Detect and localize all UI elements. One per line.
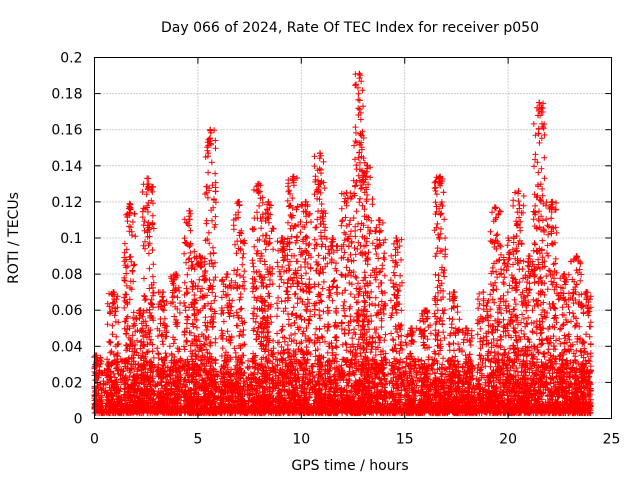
peak-point [343, 189, 350, 196]
chart-title: Day 066 of 2024, Rate Of TEC Index for r… [161, 20, 539, 36]
peak-point [126, 200, 133, 207]
roti-data-markers [91, 70, 594, 417]
y-tick-label: 0.1 [60, 231, 82, 247]
y-tick-label: 0.16 [51, 123, 82, 139]
peak-point [159, 289, 166, 296]
peak-point [451, 289, 458, 296]
axis-ticks: 0 0.02 0.04 0.06 0.08 0.1 0.12 0.14 0.16 0.18 0.2 0… [51, 51, 620, 448]
peak-point [480, 289, 487, 296]
peak-point [290, 173, 297, 180]
peak-point [560, 271, 567, 278]
peak-point [422, 307, 429, 314]
y-tick-label: 0.12 [51, 195, 82, 211]
y-tick-label: 0 [74, 412, 83, 428]
peak-point [525, 253, 532, 260]
x-tick-label: 25 [603, 432, 621, 448]
x-tick-label: 0 [90, 432, 99, 448]
peak-point [505, 235, 512, 241]
peak-point [223, 271, 230, 278]
peak-point [393, 235, 400, 241]
x-tick-label: 20 [499, 432, 517, 448]
peak-point [302, 198, 309, 205]
peak-point [583, 289, 590, 296]
peak-point [492, 204, 499, 211]
peak-point [254, 180, 261, 187]
peak-point [265, 198, 272, 205]
x-tick-label: 10 [292, 432, 310, 448]
peak-point [548, 198, 555, 205]
peak-point [196, 253, 203, 260]
peak-point [573, 253, 580, 260]
x-tick-label: 5 [193, 432, 202, 448]
y-tick-label: 0.04 [51, 339, 82, 355]
peak-point [316, 150, 323, 157]
x-axis-label: GPS time / hours [291, 458, 408, 474]
peak-point [186, 207, 193, 214]
peak-point [463, 325, 470, 332]
y-tick-label: 0.02 [51, 375, 82, 391]
peak-point [376, 216, 383, 223]
peak-point [136, 307, 143, 314]
peak-point [110, 289, 117, 296]
peak-point [356, 70, 363, 77]
peak-point [536, 99, 543, 106]
x-tick-label: 15 [396, 432, 414, 448]
peak-point [515, 188, 522, 195]
peak-point [172, 271, 179, 278]
y-tick-label: 0.14 [51, 159, 82, 175]
y-tick-label: 0.06 [51, 303, 82, 319]
y-tick-label: 0.08 [51, 267, 82, 283]
peak-point [279, 235, 286, 241]
data-points [91, 70, 594, 417]
peak-point [364, 162, 371, 169]
peak-point [145, 175, 152, 182]
peak-point [436, 173, 443, 180]
y-tick-label: 0.18 [51, 87, 82, 103]
peak-point [407, 325, 414, 332]
y-tick-label: 0.2 [60, 51, 82, 67]
peak-point [329, 235, 336, 241]
peak-point [207, 126, 214, 133]
y-axis-label: ROTI / TECUs [6, 192, 22, 284]
peak-point [236, 198, 243, 205]
